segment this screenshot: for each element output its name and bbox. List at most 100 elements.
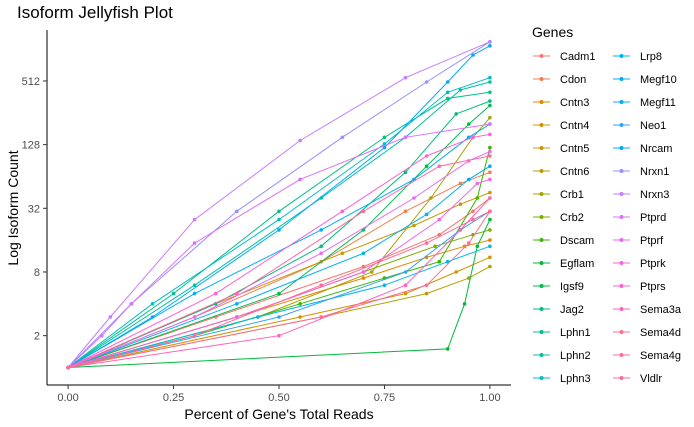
legend-key-dot bbox=[619, 307, 624, 311]
legend-label: Lphn3 bbox=[560, 373, 591, 385]
data-point-cntn5-2 bbox=[340, 251, 345, 256]
legend-key-dot bbox=[539, 192, 544, 196]
data-point-igsf9-3 bbox=[424, 164, 429, 168]
data-point-vldlr-0 bbox=[66, 365, 70, 370]
series-ptprd bbox=[66, 122, 492, 370]
data-point-sema4d-1 bbox=[319, 315, 324, 319]
data-point-lphn1-1 bbox=[171, 291, 176, 296]
data-point-vldlr-1 bbox=[192, 333, 197, 338]
data-point-ptprf-5 bbox=[488, 149, 492, 154]
y-axis-ticks: 2 8 32 128 512 bbox=[22, 76, 47, 343]
legend-item-crb1: Crb1 bbox=[533, 189, 584, 201]
legend-label: Nrxn1 bbox=[640, 166, 669, 178]
data-point-jag2-3 bbox=[403, 170, 408, 175]
data-point-megf10-5 bbox=[488, 164, 492, 168]
y-tick-label: 32 bbox=[28, 203, 40, 215]
legend-key-dot bbox=[539, 353, 544, 357]
data-point-neo1-1 bbox=[277, 315, 281, 319]
data-point-ptprf-1 bbox=[192, 315, 197, 319]
data-point-ptprk-2 bbox=[361, 270, 366, 274]
data-point-lphn2-1 bbox=[192, 283, 197, 288]
legend-key-dot bbox=[619, 215, 624, 219]
data-point-cntn3-4 bbox=[462, 244, 467, 249]
legend-key-dot bbox=[619, 376, 624, 380]
series-line-ptprk bbox=[67, 178, 491, 368]
legend-key-dot bbox=[539, 123, 544, 127]
data-point-vldlr-5 bbox=[488, 209, 492, 214]
legend-key-dot bbox=[539, 215, 544, 219]
data-point-cdon-5 bbox=[488, 170, 492, 175]
data-point-egflam-4 bbox=[488, 217, 492, 222]
series-nrxn1 bbox=[66, 40, 492, 370]
legend-key-dot bbox=[539, 284, 544, 288]
data-point-igsf9-5 bbox=[488, 103, 492, 108]
x-tick-label: 0.50 bbox=[268, 392, 289, 404]
legend-label: Egflam bbox=[560, 258, 594, 270]
data-point-crb2-5 bbox=[488, 228, 492, 232]
series-megf11 bbox=[66, 122, 492, 370]
data-point-megf10-3 bbox=[424, 212, 429, 217]
data-point-lphn2-4 bbox=[458, 88, 463, 92]
data-point-dscam-6 bbox=[488, 145, 492, 150]
legend-label: Neo1 bbox=[640, 120, 666, 132]
legend-item-lrp8: Lrp8 bbox=[613, 51, 662, 63]
legend-item-ptprf: Ptprf bbox=[613, 235, 664, 247]
legend-key-dot bbox=[539, 54, 544, 58]
data-point-ptprf-3 bbox=[412, 196, 416, 200]
series-nrxn3 bbox=[66, 40, 492, 370]
series-sema3a bbox=[66, 196, 492, 370]
data-point-cdon-3 bbox=[403, 209, 408, 214]
y-tick-label: 128 bbox=[22, 140, 40, 152]
data-point-ptprd-1 bbox=[100, 333, 104, 338]
legend-label: Igsf9 bbox=[560, 281, 584, 293]
series-cadm1 bbox=[66, 196, 492, 370]
legend-key-dot bbox=[619, 123, 624, 127]
legend-item-cntn6: Cntn6 bbox=[533, 166, 589, 178]
data-point-nrxn1-3 bbox=[340, 135, 345, 140]
data-point-sema4g-4 bbox=[488, 154, 492, 158]
data-point-cntn3-2 bbox=[361, 276, 366, 280]
legend-label: Cntn6 bbox=[560, 166, 589, 178]
data-point-nrcam-6 bbox=[488, 44, 492, 48]
data-point-ptprf-2 bbox=[319, 251, 324, 256]
legend-label: Jag2 bbox=[560, 304, 584, 316]
data-point-dscam-4 bbox=[437, 259, 442, 264]
legend-title: Genes bbox=[532, 24, 573, 40]
legend-item-megf10: Megf10 bbox=[613, 74, 677, 86]
legend-key-dot bbox=[539, 238, 544, 242]
data-point-sema3a-2 bbox=[403, 283, 408, 288]
data-point-sema4d-3 bbox=[467, 241, 471, 245]
data-point-jag2-5 bbox=[488, 99, 492, 103]
legend-item-sema4g: Sema4g bbox=[613, 350, 681, 362]
legend-item-nrcam: Nrcam bbox=[613, 143, 672, 155]
legend-item-sema4d: Sema4d bbox=[613, 327, 681, 339]
data-point-ptprs-2 bbox=[340, 209, 345, 214]
data-point-nrxn1-2 bbox=[235, 209, 239, 214]
data-point-lrp8-1 bbox=[256, 315, 260, 319]
data-point-crb2-3 bbox=[433, 244, 437, 249]
data-point-nrcam-2 bbox=[277, 228, 281, 232]
data-point-jag2-4 bbox=[454, 112, 459, 116]
data-point-egflam-1 bbox=[445, 347, 450, 351]
data-point-nrcam-1 bbox=[150, 315, 155, 319]
data-point-lphn3-1 bbox=[150, 302, 155, 306]
legend-label: Megf11 bbox=[640, 97, 676, 109]
data-point-ptprs-3 bbox=[424, 154, 429, 158]
y-tick-label: 8 bbox=[34, 267, 40, 279]
data-point-cntn6-4 bbox=[488, 264, 492, 269]
data-point-cadm1-4 bbox=[471, 209, 475, 214]
legend-item-ptprk: Ptprk bbox=[613, 258, 666, 270]
series-megf10 bbox=[66, 164, 492, 370]
series-line-nrxn1 bbox=[67, 41, 491, 368]
legend-label: Cadm1 bbox=[560, 51, 595, 63]
data-point-sema4d-2 bbox=[424, 283, 429, 288]
data-point-ptprd-3 bbox=[192, 241, 197, 245]
series-line-megf10 bbox=[67, 165, 491, 368]
legend-label: Ptprs bbox=[640, 281, 666, 293]
legend-item-megf11: Megf11 bbox=[613, 97, 676, 109]
data-point-vldlr-2 bbox=[319, 283, 324, 288]
legend-item-lphn2: Lphn2 bbox=[533, 350, 591, 362]
data-point-ptprs-5 bbox=[488, 132, 492, 137]
legend-label: Megf10 bbox=[640, 74, 677, 86]
x-tick-label: 1.00 bbox=[479, 392, 500, 404]
